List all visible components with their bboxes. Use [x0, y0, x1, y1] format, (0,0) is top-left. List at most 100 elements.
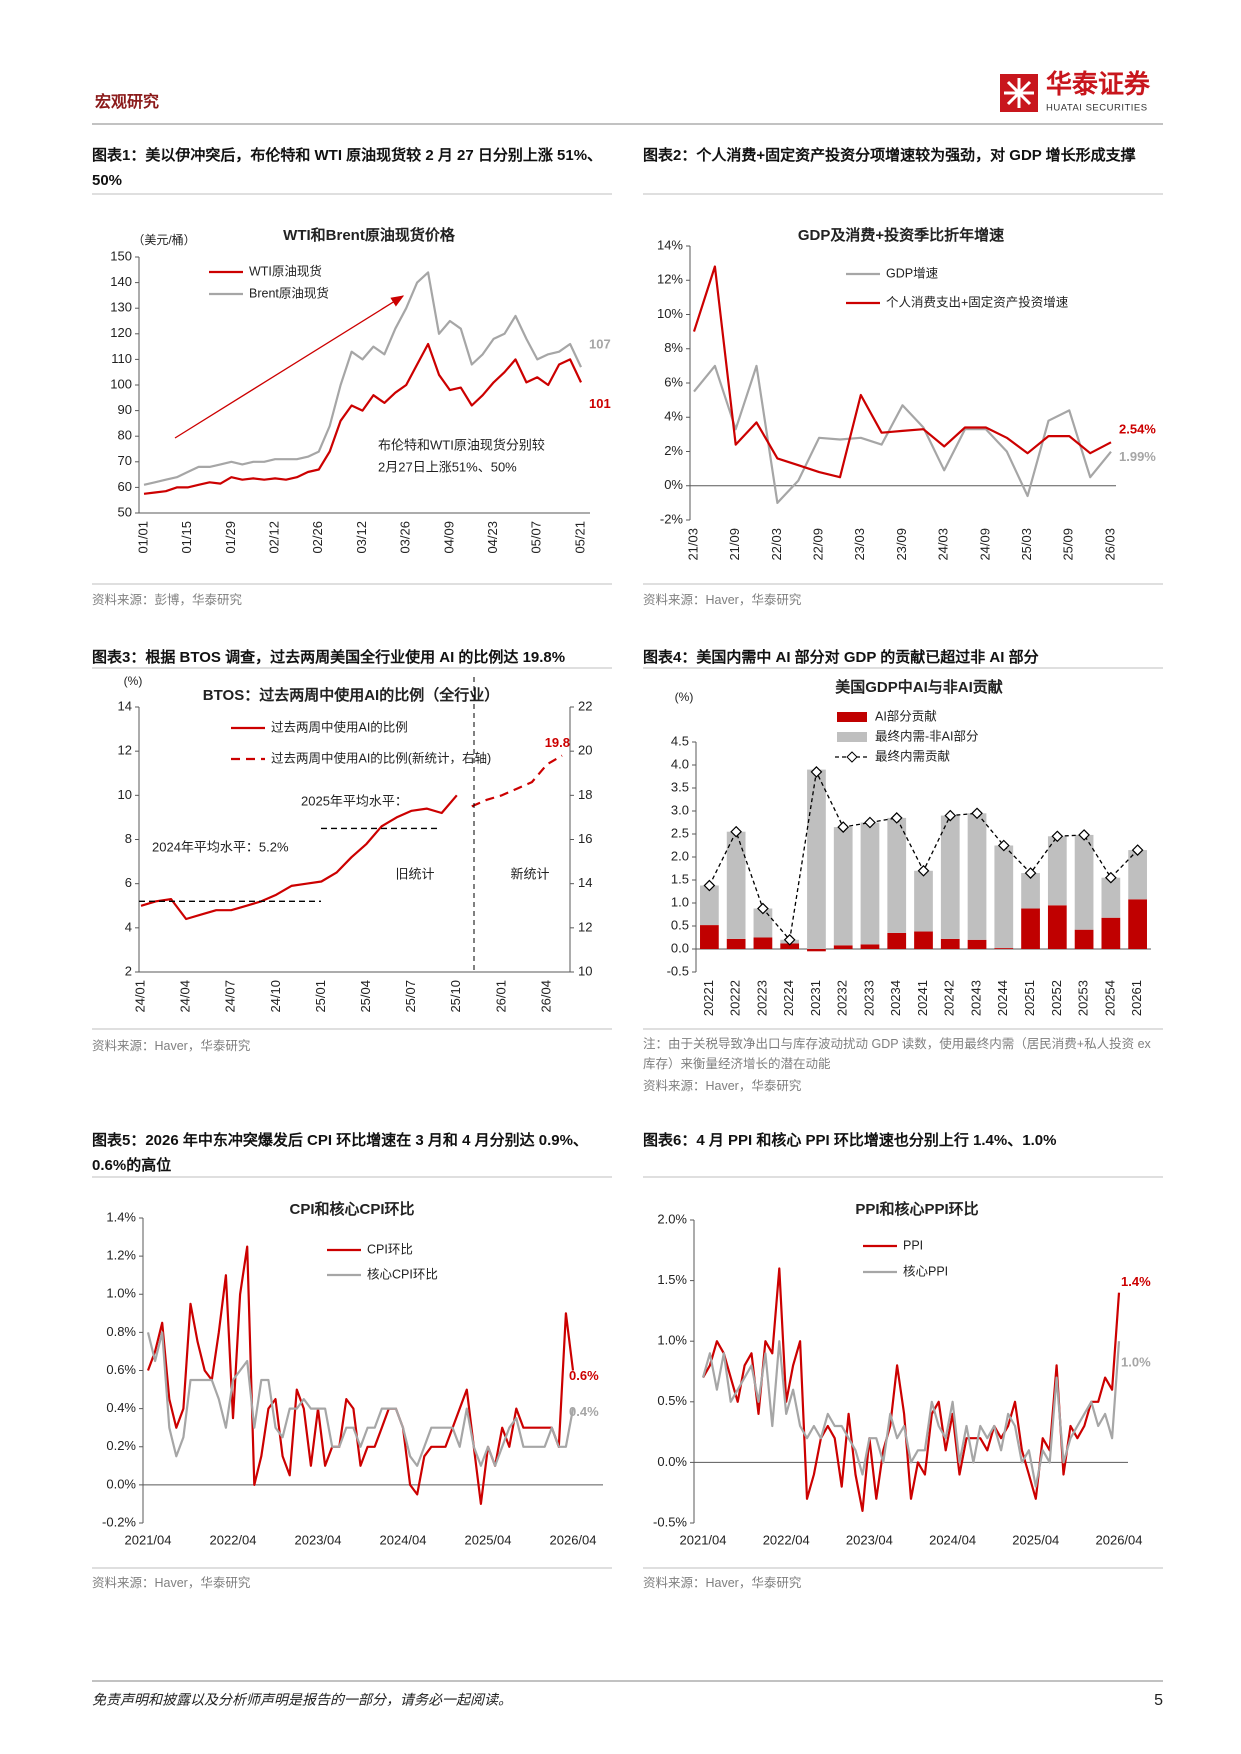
- legend-label: WTI原油现货: [249, 263, 322, 278]
- chart-source: 资料来源：Haver，华泰研究: [643, 593, 802, 607]
- x-tick-label: 2025/04: [1012, 1532, 1059, 1547]
- bar: [1128, 850, 1147, 900]
- x-tick-label: 25/09: [1061, 528, 1076, 561]
- bar: [994, 948, 1014, 949]
- x-tick-label: 20233: [861, 980, 876, 1016]
- annotation: 新统计: [510, 866, 549, 881]
- y-tick-label: 80: [118, 428, 132, 443]
- y-tick-label: 0.5%: [657, 1393, 687, 1408]
- figure: PPI和核心PPI环比 -0.5% 0.0% 0.5% 1.0% 1.5% 2.0% 2021…: [643, 1176, 1163, 1569]
- x-tick-label: 03/26: [398, 521, 413, 554]
- figure-caption-text: 美以伊冲突后，布伦特和 WTI 原油现货较 2 月 27 日分别上涨 51%、5…: [92, 147, 603, 189]
- chart-title: WTI和Brent原油现货价格: [283, 226, 456, 244]
- diamond-marker: [944, 809, 957, 822]
- y-tick-label: 2%: [664, 443, 683, 458]
- x-tick-label: 2021/04: [125, 1532, 172, 1547]
- y-axis-unit: （美元/桶）: [132, 232, 195, 247]
- x-tick-label: 05/07: [529, 521, 544, 554]
- y-tick-label: 4.5: [671, 733, 689, 748]
- x-tick-label: 20251: [1022, 980, 1037, 1016]
- x-tick-label: 21/03: [685, 528, 700, 561]
- x-tick-label: 01/15: [179, 521, 194, 554]
- x-tick-label: 20234: [888, 980, 903, 1016]
- y-tick-label: 2.0: [671, 848, 689, 863]
- y-tick-label: 2: [125, 963, 132, 978]
- figure: GDP及消费+投资季比折年增速 -2% 0% 2% 4% 6% 8% 10% 12% 14% 21/…: [643, 193, 1163, 585]
- y-tick-label: 1.5%: [657, 1272, 687, 1287]
- data-label: 2.54%: [1119, 422, 1156, 437]
- bar: [1128, 899, 1147, 949]
- bar: [860, 944, 880, 949]
- y-tick-label: 60: [118, 479, 132, 494]
- y-tick-label: -2%: [660, 511, 684, 526]
- diamond-marker: [1131, 844, 1144, 856]
- bar: [1047, 905, 1067, 949]
- chart-title: BTOS：过去两周中使用AI的比例（全行业）: [203, 686, 499, 704]
- y-tick-label: 4%: [664, 409, 683, 424]
- bar: [807, 769, 826, 949]
- bar: [1101, 917, 1121, 949]
- bar: [700, 885, 719, 926]
- chart-title: PPI和核心PPI环比: [855, 1200, 978, 1218]
- data-label: 1.99%: [1119, 449, 1156, 464]
- diamond-marker: [997, 839, 1010, 852]
- bar: [914, 931, 933, 949]
- diamond-marker: [1051, 830, 1064, 843]
- figure-caption: 图表2：个人消费+固定资产投资分项增速较为强劲，对 GDP 增长形成支撑: [643, 143, 1163, 168]
- y-tick-label: 10: [118, 787, 132, 802]
- y-tick-label: 0.0%: [106, 1476, 136, 1491]
- legend-label: 过去两周中使用AI的比例(新统计，右轴): [271, 750, 491, 765]
- y-tick-label: 12%: [657, 272, 683, 287]
- footer-disclaimer: 免责声明和披露以及分析师声明是报告的一部分，请务必一起阅读。: [92, 1692, 512, 1708]
- bar: [1021, 908, 1040, 949]
- y-tick-label: 130: [110, 300, 132, 315]
- figure-caption-text: 2026 年中东冲突爆发后 CPI 环比增速在 3 月和 4 月分别达 0.9%…: [92, 1132, 588, 1174]
- y-tick-label: 0.4%: [106, 1400, 136, 1415]
- diamond-marker: [703, 879, 716, 892]
- y-tick-label: 8: [125, 831, 132, 846]
- annotation: 2月27日上涨51%、50%: [378, 459, 517, 474]
- figure-caption-text: 根据 BTOS 调查，过去两周美国全行业使用 AI 的比例达 19.8%: [145, 649, 566, 666]
- figure-number: 图表1：: [92, 147, 146, 164]
- data-label: 101: [589, 396, 611, 411]
- x-tick-label: 01/01: [135, 521, 150, 554]
- y-tick-label: -0.5%: [653, 1514, 687, 1529]
- y-tick-label: 150: [110, 248, 132, 263]
- x-tick-label: 05/21: [572, 521, 587, 554]
- bar: [940, 815, 960, 939]
- data-label: 107: [589, 337, 611, 352]
- figure-caption: 图表1：美以伊冲突后，布伦特和 WTI 原油现货较 2 月 27 日分别上涨 5…: [92, 143, 612, 193]
- y-tick-label: 8%: [664, 340, 683, 355]
- diamond-marker: [837, 821, 850, 833]
- x-tick-label: 01/29: [223, 521, 238, 554]
- legend-marker: [846, 751, 858, 763]
- y-tick-label: 1.5: [671, 871, 689, 886]
- series-line: [140, 794, 458, 921]
- series-line: [143, 342, 582, 495]
- y-tick-label: 3.5: [671, 779, 689, 794]
- x-tick-label: 20224: [781, 980, 796, 1016]
- x-tick-label: 25/03: [1019, 528, 1034, 561]
- chart-source: 资料来源：Haver，华泰研究: [643, 1576, 802, 1590]
- x-tick-label: 20242: [942, 980, 957, 1016]
- y-tick-label: 50: [118, 504, 132, 519]
- series-line: [143, 271, 582, 486]
- figure-caption: 图表3：根据 BTOS 调查，过去两周美国全行业使用 AI 的比例达 19.8%: [92, 645, 612, 670]
- bar: [1021, 873, 1040, 909]
- bar: [1047, 836, 1067, 906]
- y-tick-label: -0.2%: [102, 1514, 136, 1529]
- diamond-marker: [730, 825, 742, 838]
- page-number: 5: [1154, 1692, 1163, 1709]
- x-tick-label: 22/09: [811, 528, 826, 561]
- figure: CPI和核心CPI环比 -0.2% 0.0% 0.2% 0.4% 0.6% 0.8% 1.0%…: [92, 1176, 612, 1569]
- x-tick-label: 24/10: [268, 980, 283, 1013]
- x-tick-label: 21/09: [727, 528, 742, 561]
- logo-en: HUATAI SECURITIES: [1046, 103, 1148, 114]
- x-tick-label: 25/04: [358, 980, 373, 1013]
- header-section: 宏观研究: [95, 94, 160, 111]
- x-tick-label: 20241: [915, 980, 930, 1016]
- legend-label: 核心PPI: [903, 1264, 948, 1278]
- diamond-marker: [890, 812, 903, 824]
- y-tick-label: 0%: [664, 477, 683, 492]
